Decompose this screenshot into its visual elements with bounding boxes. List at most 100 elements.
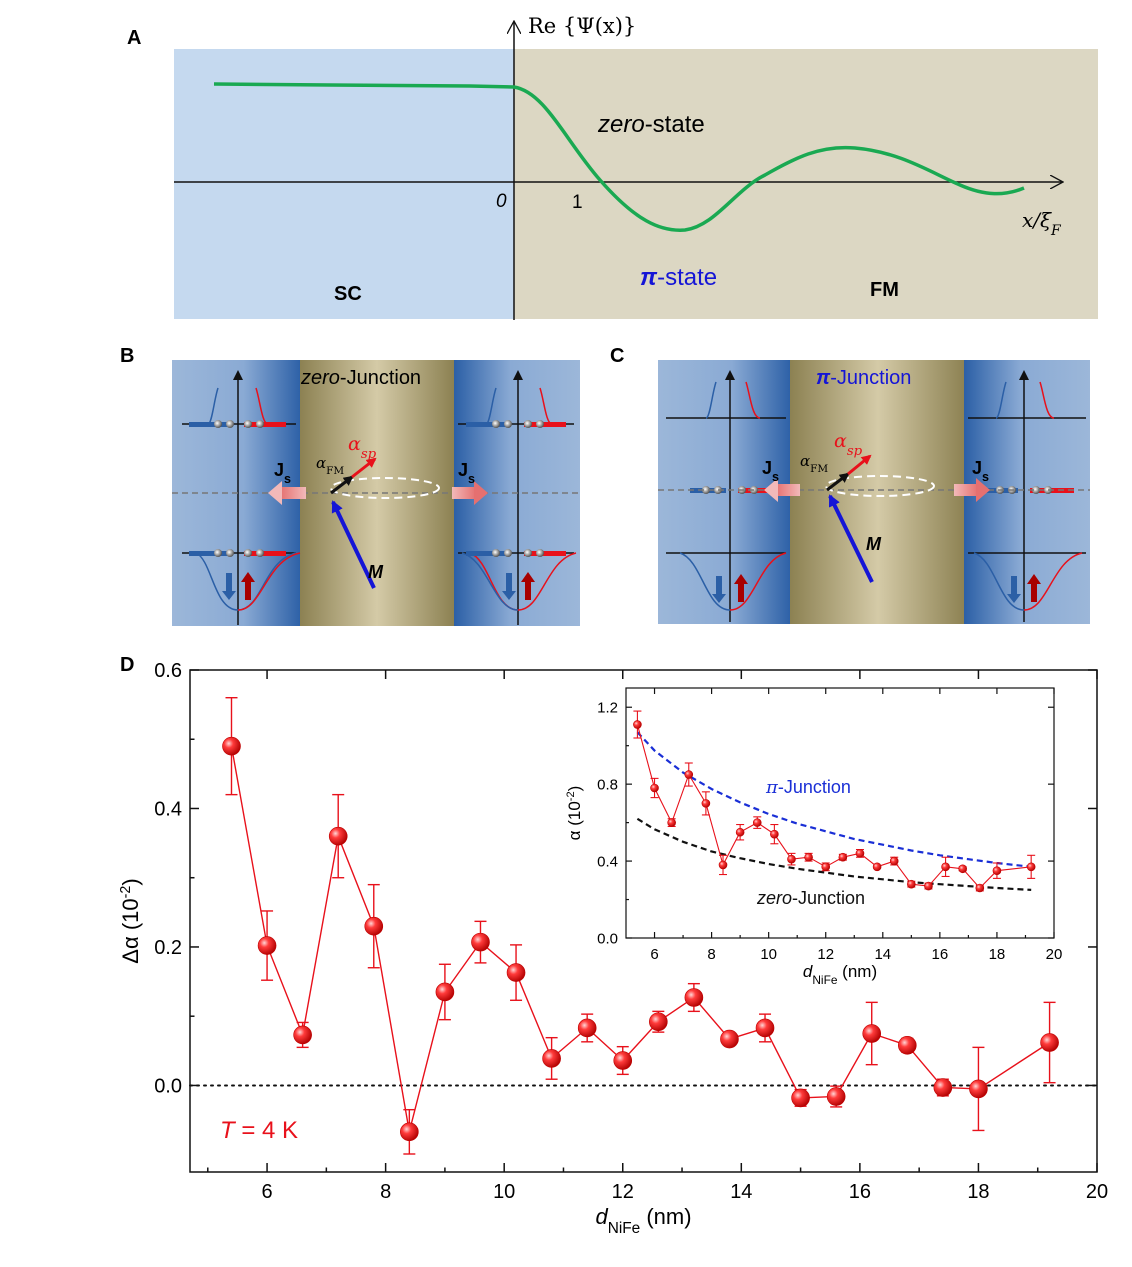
js-arrow-right-c bbox=[954, 484, 978, 496]
js-arrow-right-tip-c bbox=[976, 478, 990, 502]
inset-y-axis-label: α (10-2) bbox=[565, 786, 584, 841]
fm-layer-c bbox=[790, 360, 966, 624]
alpha-sp-arrow-c bbox=[847, 454, 872, 476]
main-data-point bbox=[791, 1088, 810, 1108]
wavefunction-curve bbox=[213, 82, 1025, 232]
js-label-right-c: Js bbox=[972, 458, 989, 484]
dos-peak-c1 bbox=[705, 381, 717, 419]
spin-up-tip-c2 bbox=[1027, 574, 1041, 584]
inset-xtick-label: 20 bbox=[1046, 946, 1063, 963]
main-frame bbox=[189, 669, 1098, 1173]
inset-xtick-label: 14 bbox=[874, 946, 891, 963]
inset-data-point bbox=[992, 866, 1002, 875]
main-data-point bbox=[826, 1087, 846, 1106]
inset-xtick-label: 16 bbox=[932, 946, 949, 963]
main-x-axis-label: dNiFe (nm) bbox=[595, 1204, 691, 1237]
inset-frame bbox=[625, 687, 1055, 939]
js-arrow-left-c bbox=[776, 484, 800, 496]
inset-background bbox=[618, 685, 1063, 938]
spin-up-tip-c bbox=[734, 574, 748, 584]
fm-region bbox=[514, 49, 1098, 319]
spin-up-c bbox=[738, 582, 744, 602]
main-data-point bbox=[577, 1018, 597, 1038]
alpha-fm-label-c: αFM bbox=[800, 452, 828, 475]
inset-zero-junction-label: zero-Junction bbox=[756, 888, 865, 908]
inset-ytick-label: 0.0 bbox=[597, 930, 618, 947]
inset-x-axis-label: dNiFe (nm) bbox=[803, 962, 877, 987]
band-b8 bbox=[524, 551, 566, 556]
inset-data-point bbox=[650, 783, 659, 793]
inset-data-point bbox=[941, 862, 950, 872]
main-data-point bbox=[400, 1122, 419, 1142]
inset-ytick-label: 1.2 bbox=[597, 699, 618, 716]
main-chart: 6 8 10 12 14 16 18 20 0.0 0.2 0.4 0.6 dNiFe (nm) Δα (… bbox=[118, 660, 1108, 1237]
main-data-point bbox=[862, 1024, 882, 1043]
main-xtick-label: 12 bbox=[612, 1181, 634, 1203]
main-data-point bbox=[933, 1078, 953, 1097]
junction-title-b: zero-Junction bbox=[300, 367, 421, 389]
spin-up-tip-b bbox=[241, 572, 255, 582]
main-data-point bbox=[898, 1035, 917, 1055]
inset-data-point bbox=[633, 720, 642, 729]
js-label-right-b: Js bbox=[458, 460, 475, 486]
spin-down-c2 bbox=[1011, 576, 1017, 596]
band-b7 bbox=[466, 551, 508, 556]
main-data-point bbox=[969, 1079, 988, 1099]
precession-ellipse-c bbox=[825, 475, 935, 497]
sc-label: SC bbox=[334, 283, 362, 305]
band-b5 bbox=[466, 422, 508, 427]
dos-well-c2 bbox=[729, 552, 787, 611]
main-data-point bbox=[222, 736, 241, 756]
spin-down-b bbox=[226, 573, 232, 593]
spin-down-tip-c2 bbox=[1007, 594, 1021, 603]
magnetization-arrow-c bbox=[828, 494, 874, 583]
zero-state-text: zero-state bbox=[597, 111, 705, 138]
dos-well-c3 bbox=[973, 552, 1025, 611]
main-xtick-label: 20 bbox=[1086, 1181, 1108, 1203]
sc-region bbox=[174, 49, 514, 319]
spin-down-tip-b2 bbox=[502, 591, 516, 600]
inset-ytick-label: 0.4 bbox=[597, 853, 618, 870]
dos-well-b3 bbox=[469, 552, 577, 611]
inset-data-point bbox=[735, 827, 745, 837]
inset-data-point bbox=[872, 862, 882, 872]
js-arrow-left-b bbox=[280, 487, 306, 499]
panel-b: B zero-Junction bbox=[120, 345, 580, 626]
precession-ellipse-b bbox=[330, 477, 440, 499]
inset-data-point bbox=[821, 862, 831, 872]
js-arrow-left-tip-b bbox=[268, 481, 282, 505]
pi-state-label: π-state bbox=[640, 264, 717, 291]
inset-pi-junction-label: π-Junction bbox=[765, 777, 851, 798]
main-data-point bbox=[684, 988, 704, 1007]
inset-xtick-label: 10 bbox=[760, 946, 777, 963]
main-xtick-label: 10 bbox=[493, 1181, 515, 1203]
main-data-point bbox=[542, 1049, 561, 1068]
main-xtick-label: 8 bbox=[380, 1181, 391, 1203]
main-data-point bbox=[506, 963, 526, 982]
alpha-sp-arrow-b bbox=[351, 457, 377, 479]
inset-ytick-label: 0.8 bbox=[597, 776, 618, 793]
inset-chart: 6 8 10 12 14 16 18 20 0.0 0.4 0.8 1.2 dNiFe (nm) α (1… bbox=[565, 687, 1063, 987]
js-arrow-right-b bbox=[452, 487, 476, 499]
temperature-text: T = 4 K bbox=[220, 1117, 298, 1144]
spin-down-tip-c bbox=[712, 594, 726, 603]
y-axis-label-a: Re {Ψ(x)} bbox=[528, 14, 636, 38]
m-label-b: M bbox=[368, 562, 384, 582]
panel-d: D 6 8 10 12 14 16 18 20 0.0 0.2 0.4 0.6 dNiFe (nm) Δα… bbox=[118, 654, 1108, 1237]
main-y-axis-label: Δα (10-2) bbox=[118, 878, 143, 963]
main-data-point bbox=[328, 826, 348, 846]
panel-a-letter: A bbox=[127, 27, 141, 49]
inset-data-point bbox=[804, 852, 813, 862]
spin-down-tip-b bbox=[222, 591, 236, 600]
fm-label: FM bbox=[870, 279, 899, 301]
dos-peak-c3 bbox=[995, 381, 1007, 419]
alpha-sp-label-c: αsp bbox=[834, 430, 863, 459]
main-data-point bbox=[649, 1012, 668, 1032]
panel-c: C π-Junction bbox=[610, 345, 1090, 624]
dos-peak-c2 bbox=[745, 381, 761, 419]
band-b6 bbox=[524, 422, 566, 427]
main-ytick-label: 0.4 bbox=[154, 798, 182, 820]
origin-label: 0 bbox=[496, 191, 507, 212]
alpha-fm-arrow-b bbox=[330, 475, 354, 495]
